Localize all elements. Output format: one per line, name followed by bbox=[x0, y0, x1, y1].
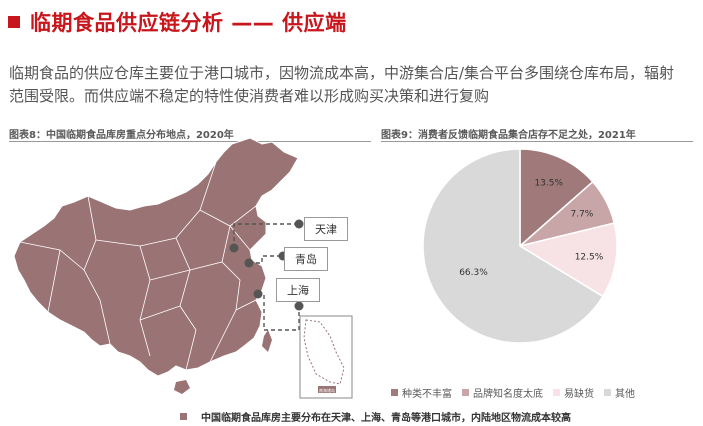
pie-data-label: 7.7% bbox=[570, 210, 593, 220]
note-square-icon bbox=[180, 413, 187, 420]
shanghai-marker bbox=[253, 289, 263, 299]
tianjin-label-marker bbox=[294, 219, 304, 229]
taiwan-island-shape bbox=[262, 330, 272, 352]
legend-item: 种类不丰富 bbox=[391, 385, 452, 400]
tianjin-marker bbox=[229, 243, 239, 253]
inset-label: 南海诸岛 bbox=[319, 387, 335, 393]
legend-item: 易缺货 bbox=[553, 385, 594, 400]
legend-swatch-icon bbox=[604, 389, 611, 396]
pie-legend: 种类不丰富 品牌知名度太底 易缺货 其他 bbox=[391, 385, 635, 400]
figure8-divider bbox=[9, 141, 371, 142]
pie-data-label: 13.5% bbox=[534, 178, 563, 188]
legend-label: 种类不丰富 bbox=[402, 389, 452, 400]
pie-slice bbox=[519, 148, 594, 248]
page-header: 临期食品供应链分析 —— 供应端 bbox=[8, 7, 347, 37]
pie-slice bbox=[422, 148, 604, 344]
legend-label: 其他 bbox=[615, 389, 635, 400]
province-borders bbox=[19, 161, 257, 371]
figure8-note-text: 中国临期食品库房主要分布在天津、上海、青岛等港口城市，内陆地区物流成本较高 bbox=[201, 413, 571, 424]
title-square-icon bbox=[8, 16, 20, 28]
legend-label: 品牌知名度太底 bbox=[473, 389, 543, 400]
figure8-caption: 图表8：中国临期食品库房重点分布地点，2020年 bbox=[9, 130, 234, 141]
inset-sea-boundary bbox=[303, 319, 345, 385]
figure9-divider bbox=[381, 141, 693, 142]
figure9-caption: 图表9：消费者反馈临期食品集合店存不足之处，2021年 bbox=[381, 130, 636, 141]
legend-item: 其他 bbox=[604, 385, 635, 400]
city-label-shanghai: 上海 bbox=[276, 278, 320, 302]
legend-swatch-icon bbox=[553, 389, 560, 396]
pie-data-label: 66.3% bbox=[459, 268, 488, 278]
legend-swatch-icon bbox=[391, 389, 398, 396]
pie-slice bbox=[518, 222, 618, 298]
page-title: 临期食品供应链分析 —— 供应端 bbox=[30, 11, 347, 35]
legend-swatch-icon bbox=[462, 389, 469, 396]
legend-item: 品牌知名度太底 bbox=[462, 385, 543, 400]
pie-chart: 13.5% 7.7% 12.5% 66.3% bbox=[422, 148, 618, 344]
pie-data-label: 12.5% bbox=[575, 253, 604, 263]
legend-label: 易缺货 bbox=[564, 389, 594, 400]
page-description: 临期食品的供应仓库主要位于港口城市，因物流成本高，中游集合店/集合平台多围绕仓库… bbox=[9, 64, 675, 105]
hainan-island-shape bbox=[174, 380, 190, 394]
china-mainland-shape bbox=[13, 137, 299, 377]
china-map: 南海诸岛 bbox=[13, 137, 353, 399]
figure8-note: 中国临期食品库房主要分布在天津、上海、青岛等港口城市，内陆地区物流成本较高 bbox=[180, 409, 571, 424]
inset-label-box bbox=[318, 386, 336, 393]
shanghai-label-marker bbox=[294, 301, 304, 311]
qingdao-marker bbox=[244, 258, 254, 268]
city-label-qingdao: 青岛 bbox=[284, 247, 328, 271]
city-label-tianjin: 天津 bbox=[304, 217, 348, 241]
south-china-sea-inset bbox=[299, 315, 353, 399]
